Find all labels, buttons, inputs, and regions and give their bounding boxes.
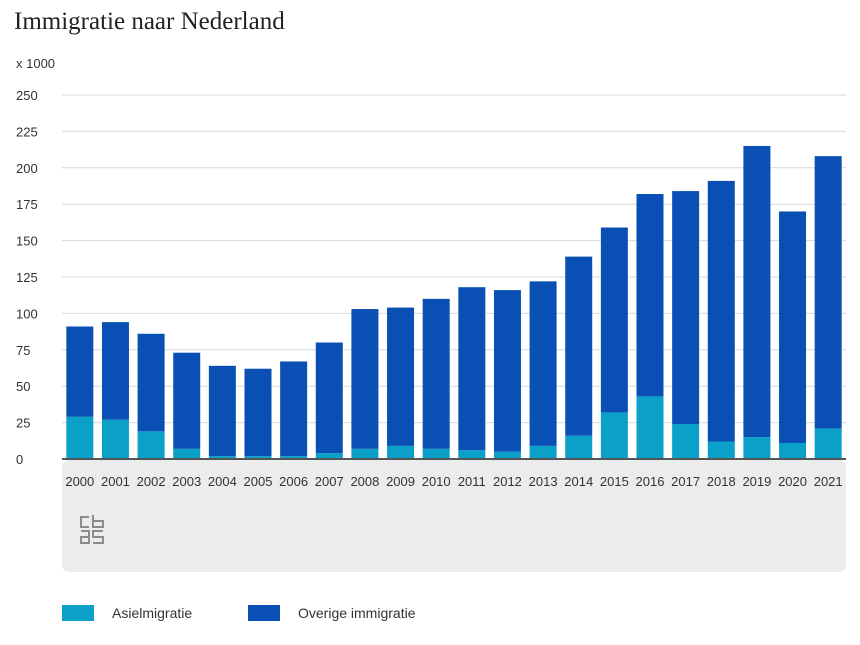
- bar-overige-immigratie: [66, 326, 94, 417]
- x-tick-label: 2018: [707, 474, 736, 489]
- y-tick-label: 0: [16, 452, 23, 467]
- bar-asielmigratie: [137, 431, 165, 459]
- x-tick-label: 2010: [422, 474, 451, 489]
- x-tick-label: 2008: [350, 474, 379, 489]
- bar-overige-immigratie: [101, 322, 129, 420]
- y-tick-label: 200: [16, 161, 38, 176]
- bar-asielmigratie: [387, 445, 415, 459]
- bar-asielmigratie: [458, 450, 486, 459]
- x-tick-label: 2019: [742, 474, 771, 489]
- bar-asielmigratie: [244, 456, 272, 459]
- x-tick-label: 2001: [101, 474, 130, 489]
- x-tick-label: 2021: [814, 474, 843, 489]
- bar-asielmigratie: [101, 419, 129, 459]
- y-tick-label: 175: [16, 197, 38, 212]
- bar-asielmigratie: [743, 437, 771, 459]
- bar-asielmigratie: [351, 448, 379, 459]
- x-tick-label: 2009: [386, 474, 415, 489]
- bar-asielmigratie: [173, 448, 201, 459]
- y-tick-label: 125: [16, 270, 38, 285]
- legend-item-overige-immigratie: Overige immigratie: [248, 605, 415, 621]
- x-tick-label: 2015: [600, 474, 629, 489]
- chart-title: Immigratie naar Nederland: [14, 8, 285, 35]
- y-tick-label: 150: [16, 234, 38, 249]
- bar-overige-immigratie: [707, 180, 735, 442]
- cbs-logo-icon: [80, 515, 104, 544]
- bar-overige-immigratie: [208, 365, 236, 457]
- x-tick-label: 2000: [65, 474, 94, 489]
- bar-overige-immigratie: [351, 309, 379, 449]
- bar-asielmigratie: [707, 441, 735, 459]
- y-axis-unit-label: x 1000: [16, 56, 56, 71]
- x-tick-label: 2003: [172, 474, 201, 489]
- legend-swatch-asielmigratie: [62, 605, 94, 621]
- bar-overige-immigratie: [387, 307, 415, 446]
- y-tick-label: 250: [16, 88, 38, 103]
- bar-overige-immigratie: [244, 368, 272, 457]
- bar-overige-immigratie: [315, 342, 343, 454]
- legend-label-asielmigratie: Asielmigratie: [112, 605, 193, 621]
- bar-overige-immigratie: [173, 352, 201, 449]
- x-tick-label: 2002: [137, 474, 166, 489]
- bar-overige-immigratie: [636, 194, 664, 397]
- bar-overige-immigratie: [422, 298, 450, 449]
- bar-overige-immigratie: [458, 287, 486, 451]
- bar-overige-immigratie: [743, 145, 771, 438]
- legend-label-overige-immigratie: Overige immigratie: [298, 605, 416, 621]
- x-tick-label: 2012: [493, 474, 522, 489]
- bar-overige-immigratie: [529, 281, 557, 446]
- y-tick-label: 225: [16, 124, 38, 139]
- x-tick-label: 2005: [244, 474, 273, 489]
- y-tick-label: 75: [16, 343, 30, 358]
- x-tick-label: 2011: [458, 474, 486, 489]
- bar-overige-immigratie: [493, 290, 521, 452]
- bar-asielmigratie: [672, 424, 700, 459]
- y-tick-label: 50: [16, 379, 30, 394]
- bar-asielmigratie: [493, 451, 521, 459]
- bar-overige-immigratie: [672, 191, 700, 425]
- bar-asielmigratie: [779, 442, 807, 459]
- bar-asielmigratie: [315, 453, 343, 459]
- bar-overige-immigratie: [565, 256, 593, 436]
- bar-overige-immigratie: [600, 227, 628, 413]
- bar-overige-immigratie: [779, 211, 807, 443]
- bar-overige-immigratie: [814, 156, 842, 429]
- bar-asielmigratie: [208, 456, 236, 459]
- x-axis-band: [62, 460, 846, 572]
- bar-asielmigratie: [422, 448, 450, 459]
- x-tick-label: 2017: [671, 474, 700, 489]
- x-tick-label: 2020: [778, 474, 807, 489]
- y-axis-ticks: 0 25 50 75 100 125 150 175 200 225 250: [16, 88, 38, 467]
- x-tick-label: 2006: [279, 474, 308, 489]
- x-tick-label: 2004: [208, 474, 237, 489]
- bar-overige-immigratie: [137, 333, 165, 432]
- bar-asielmigratie: [565, 435, 593, 459]
- x-tick-label: 2016: [636, 474, 665, 489]
- x-axis-ticks: 2000 2001 2002 2003 2004 2005 2006 2007 2008 2009…: [65, 474, 842, 489]
- y-tick-label: 100: [16, 306, 38, 321]
- legend-swatch-overige-immigratie: [248, 605, 280, 621]
- bar-asielmigratie: [636, 396, 664, 459]
- bar-asielmigratie: [66, 416, 94, 459]
- y-tick-label: 25: [16, 416, 30, 431]
- bar-overige-immigratie: [280, 361, 308, 457]
- x-tick-label: 2007: [315, 474, 344, 489]
- bars: [66, 145, 842, 459]
- bar-asielmigratie: [600, 412, 628, 459]
- bar-asielmigratie: [814, 428, 842, 459]
- bar-asielmigratie: [280, 456, 308, 459]
- x-tick-label: 2013: [529, 474, 558, 489]
- x-tick-label: 2014: [564, 474, 593, 489]
- legend-item-asielmigratie: Asielmigratie: [62, 605, 192, 621]
- bar-asielmigratie: [529, 445, 557, 459]
